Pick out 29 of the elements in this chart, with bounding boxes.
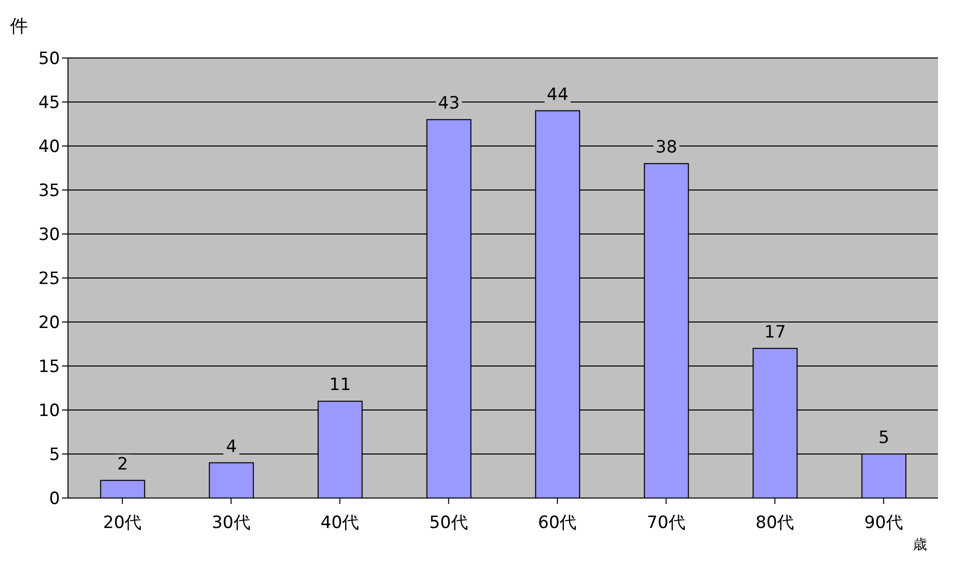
y-tick-label: 5 bbox=[49, 445, 60, 466]
y-tick-label: 10 bbox=[38, 401, 60, 422]
data-label: 2 bbox=[117, 454, 128, 474]
y-tick-label: 20 bbox=[38, 313, 60, 334]
x-axis-title: 歳 bbox=[913, 536, 927, 554]
x-tick-label: 30代 bbox=[212, 513, 250, 534]
y-tick-label: 0 bbox=[49, 489, 60, 510]
data-label: 4 bbox=[226, 436, 237, 457]
y-tick-label: 15 bbox=[38, 357, 60, 378]
x-tick-label: 60代 bbox=[538, 513, 577, 534]
y-tick-label: 25 bbox=[38, 269, 60, 290]
y-tick-label: 50 bbox=[38, 49, 60, 70]
x-tick-label: 40代 bbox=[320, 513, 360, 534]
data-label: 17 bbox=[764, 322, 786, 342]
data-label: 5 bbox=[878, 428, 890, 448]
x-tick-label: 80代 bbox=[756, 513, 794, 534]
x-tick-label: 70代 bbox=[646, 513, 686, 534]
x-tick-label: 50代 bbox=[429, 513, 468, 534]
x-tick-label: 20代 bbox=[103, 513, 142, 534]
y-tick-label: 30 bbox=[38, 225, 60, 246]
x-tick-label: 90代 bbox=[864, 513, 903, 534]
data-label: 44 bbox=[546, 84, 568, 105]
data-label: 43 bbox=[438, 94, 460, 114]
y-tick-label: 40 bbox=[38, 137, 60, 158]
y-axis-title: 件 bbox=[10, 15, 28, 38]
data-label: 11 bbox=[329, 375, 351, 396]
data-label: 38 bbox=[656, 138, 678, 158]
y-tick-label: 35 bbox=[38, 181, 60, 202]
y-tick-label: 45 bbox=[38, 93, 60, 114]
